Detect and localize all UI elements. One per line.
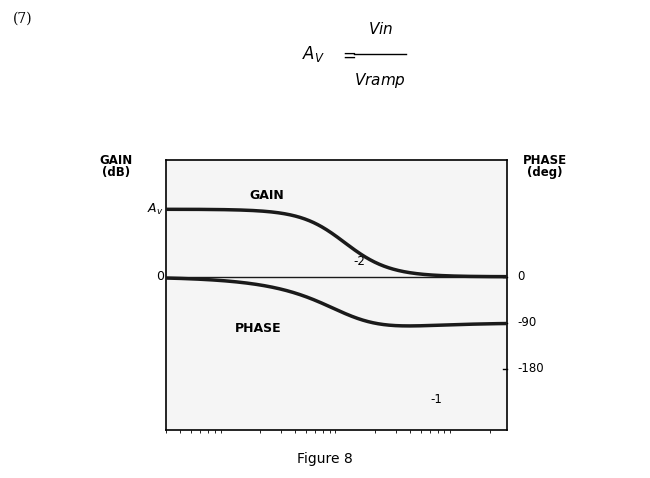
Text: GAIN: GAIN [99,153,133,167]
Text: -1: -1 [430,393,442,406]
Text: $\mathit{Vramp}$: $\mathit{Vramp}$ [354,71,406,90]
Text: $A_v$: $A_v$ [148,202,164,217]
Text: (7): (7) [13,11,32,25]
Text: -90: -90 [517,316,537,329]
Text: Figure 8: Figure 8 [297,452,353,466]
Text: -2: -2 [354,255,366,268]
Text: -180: -180 [517,362,544,375]
Text: $\mathit{A_V}$: $\mathit{A_V}$ [302,44,325,65]
Text: GAIN: GAIN [250,188,284,202]
Text: 0: 0 [156,270,164,283]
Text: (deg): (deg) [527,165,562,179]
Text: PHASE: PHASE [235,323,281,336]
Text: $=$: $=$ [339,45,356,64]
Text: $\mathit{Vin}$: $\mathit{Vin}$ [368,21,393,37]
Text: PHASE: PHASE [523,153,567,167]
Text: 0: 0 [517,270,525,283]
Text: (dB): (dB) [101,165,130,179]
